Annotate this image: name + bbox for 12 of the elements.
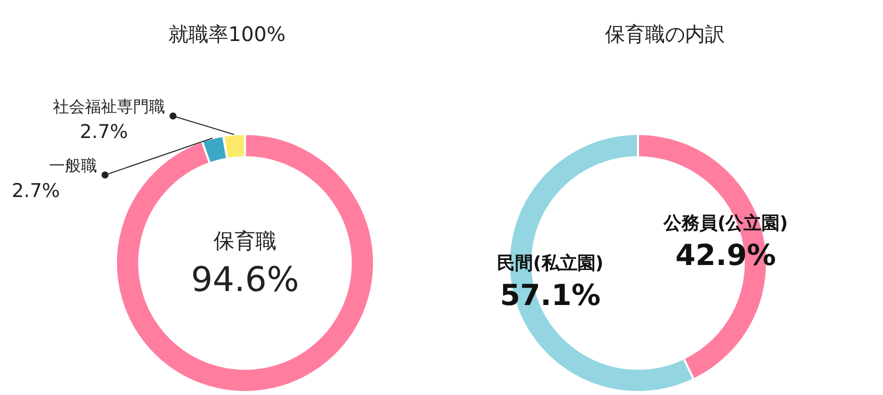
chart-title: 就職率100% bbox=[167, 21, 287, 48]
slice-label: 社会福祉専門職 bbox=[53, 97, 165, 116]
slice-label: 一般職 bbox=[49, 156, 97, 175]
data-label: 2.7% bbox=[80, 121, 128, 143]
data-label: 2.7% bbox=[12, 180, 60, 202]
data-label: 57.1% bbox=[500, 278, 601, 312]
data-label: 42.9% bbox=[675, 238, 776, 272]
slice-label: 保育職 bbox=[214, 229, 276, 253]
slice-label: 民間(私立園) bbox=[497, 252, 604, 274]
data-label: 94.6% bbox=[190, 260, 300, 300]
slice-label: 公務員(公立園) bbox=[662, 213, 788, 234]
chart-title: 保育職の内訳 bbox=[604, 21, 726, 48]
